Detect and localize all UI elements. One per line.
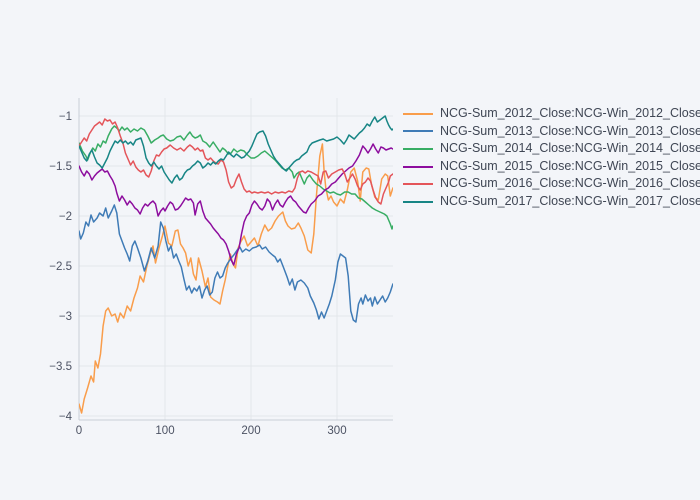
legend-swatch-icon — [403, 130, 433, 133]
series-line-3 — [79, 143, 393, 266]
y-tick-label: −2.5 — [49, 261, 72, 273]
x-tick-label: 0 — [76, 425, 82, 437]
series-line-5 — [79, 115, 393, 184]
legend-swatch-icon — [403, 112, 433, 115]
legend-swatch-icon — [403, 200, 433, 203]
y-tick-label: −4 — [59, 411, 73, 423]
legend-item-5[interactable]: NCG-Sum_2017_Close:NCG-Win_2017_Close — [403, 193, 700, 211]
y-tick-label: −3 — [59, 311, 72, 323]
y-tick-label: −1.5 — [49, 161, 72, 173]
x-tick-label: 200 — [241, 425, 260, 437]
x-tick-label: 300 — [327, 425, 346, 437]
series-line-1 — [79, 204, 393, 323]
legend: NCG-Sum_2012_Close:NCG-Win_2012_Close NCG… — [403, 105, 700, 211]
legend-item-3[interactable]: NCG-Sum_2015_Close:NCG-Win_2015_Close — [403, 158, 700, 176]
series-line-4 — [79, 118, 393, 205]
y-tick-label: −3.5 — [49, 361, 72, 373]
legend-item-2[interactable]: NCG-Sum_2014_Close:NCG-Win_2014_Close — [403, 140, 700, 158]
y-tick-label: −1 — [59, 111, 72, 123]
legend-swatch-icon — [403, 183, 433, 186]
legend-item-4[interactable]: NCG-Sum_2016_Close:NCG-Win_2016_Close — [403, 175, 700, 193]
legend-swatch-icon — [403, 165, 433, 168]
legend-item-1[interactable]: NCG-Sum_2013_Close:NCG-Win_2013_Close — [403, 123, 700, 141]
legend-label: NCG-Sum_2015_Close:NCG-Win_2015_Close — [440, 158, 700, 173]
x-tick-label: 100 — [155, 425, 174, 437]
y-tick-label: −2 — [59, 211, 72, 223]
legend-label: NCG-Sum_2014_Close:NCG-Win_2014_Close — [440, 141, 700, 156]
legend-swatch-icon — [403, 147, 433, 150]
legend-label: NCG-Sum_2012_Close:NCG-Win_2012_Close — [440, 106, 700, 120]
legend-label: NCG-Sum_2016_Close:NCG-Win_2016_Close — [440, 176, 700, 191]
legend-label: NCG-Sum_2013_Close:NCG-Win_2013_Close — [440, 123, 700, 138]
series-line-0 — [79, 143, 393, 414]
legend-label: NCG-Sum_2017_Close:NCG-Win_2017_Close — [440, 193, 700, 208]
legend-item-0[interactable]: NCG-Sum_2012_Close:NCG-Win_2012_Close — [403, 105, 700, 123]
